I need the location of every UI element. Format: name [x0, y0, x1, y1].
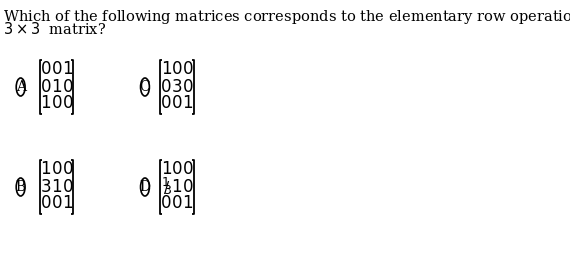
Text: $0$: $0$ [160, 96, 172, 112]
Text: $0$: $0$ [62, 161, 73, 178]
Text: D: D [140, 180, 150, 194]
Text: $1$: $1$ [161, 161, 172, 178]
Text: $1$: $1$ [161, 62, 172, 79]
Text: $1$: $1$ [40, 161, 51, 178]
Text: $0$: $0$ [171, 195, 182, 212]
Text: $1$: $1$ [182, 96, 193, 112]
Text: $1$: $1$ [62, 62, 73, 79]
Text: $0$: $0$ [51, 161, 62, 178]
Text: $0$: $0$ [171, 96, 182, 112]
Text: $1$: $1$ [182, 195, 193, 212]
Text: $0$: $0$ [182, 178, 193, 195]
Text: $1$: $1$ [51, 178, 62, 195]
Text: $1$: $1$ [40, 96, 51, 112]
Text: $1$: $1$ [62, 195, 73, 212]
Text: C: C [140, 80, 150, 94]
Text: $3 \times 3$  matrix?: $3 \times 3$ matrix? [3, 21, 107, 37]
Text: $0$: $0$ [51, 195, 62, 212]
Text: Which of the following matrices corresponds to the elementary row operation  $3R: Which of the following matrices correspo… [3, 7, 570, 26]
Text: A: A [15, 80, 26, 94]
Text: $0$: $0$ [182, 62, 193, 79]
Text: $0$: $0$ [51, 62, 62, 79]
Text: $0$: $0$ [62, 96, 73, 112]
Text: $0$: $0$ [40, 62, 51, 79]
Text: $0$: $0$ [182, 161, 193, 178]
Text: $0$: $0$ [182, 79, 193, 96]
Text: $/$: $/$ [162, 178, 170, 195]
Text: $3$: $3$ [172, 79, 182, 96]
Text: $0$: $0$ [171, 161, 182, 178]
Text: B: B [15, 180, 26, 194]
Text: $0$: $0$ [40, 79, 51, 96]
Text: $0$: $0$ [62, 79, 73, 96]
Text: $1$: $1$ [51, 79, 62, 96]
Text: $0$: $0$ [62, 178, 73, 195]
Text: $3$: $3$ [162, 184, 172, 198]
Text: $0$: $0$ [160, 195, 172, 212]
Text: $0$: $0$ [160, 79, 172, 96]
Text: $1$: $1$ [172, 178, 182, 195]
Text: $0$: $0$ [40, 195, 51, 212]
Text: $0$: $0$ [171, 62, 182, 79]
Text: $3$: $3$ [40, 178, 51, 195]
Text: $1$: $1$ [161, 177, 169, 189]
Text: $0$: $0$ [51, 96, 62, 112]
